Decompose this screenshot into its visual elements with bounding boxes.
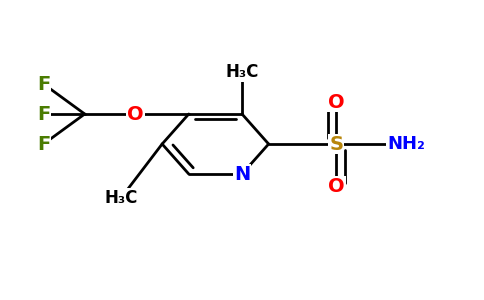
Text: NH₂: NH₂: [387, 135, 425, 153]
Text: O: O: [328, 176, 345, 196]
Text: O: O: [328, 92, 345, 112]
Text: F: F: [37, 134, 50, 154]
Text: N: N: [234, 164, 250, 184]
Text: S: S: [330, 134, 343, 154]
Text: H₃C: H₃C: [226, 63, 258, 81]
Text: F: F: [37, 74, 50, 94]
Text: H₃C: H₃C: [105, 189, 137, 207]
Text: O: O: [127, 104, 144, 124]
Text: F: F: [37, 104, 50, 124]
